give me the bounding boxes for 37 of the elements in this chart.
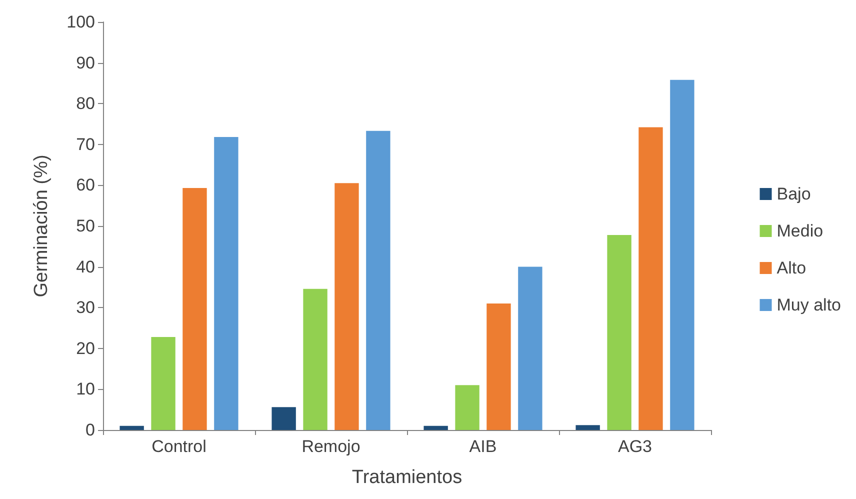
y-tick-label: 30 xyxy=(76,298,95,318)
x-tick-label: Remojo xyxy=(302,437,360,456)
y-tick-label: 40 xyxy=(76,257,95,276)
bar xyxy=(518,266,542,430)
bar xyxy=(214,137,238,430)
bar xyxy=(120,426,144,430)
bar xyxy=(576,425,600,430)
x-tick-label: AG3 xyxy=(618,437,652,456)
bar xyxy=(638,127,663,430)
y-tick-label: 50 xyxy=(76,216,95,236)
y-tick-label: 0 xyxy=(86,420,95,440)
y-tick-label: 10 xyxy=(76,380,95,399)
bar xyxy=(303,288,328,430)
y-tick-label: 20 xyxy=(76,338,95,358)
bar xyxy=(272,407,296,430)
bar xyxy=(366,130,390,430)
bar xyxy=(455,385,480,430)
legend-label: Medio xyxy=(776,222,824,240)
bar xyxy=(182,188,207,430)
legend-label: Alto xyxy=(776,258,806,278)
bar xyxy=(151,336,176,430)
y-tick-label: 60 xyxy=(76,176,95,195)
bar xyxy=(607,234,632,430)
x-axis-title: Tratamientos xyxy=(352,467,462,488)
y-tick-label: 70 xyxy=(76,134,95,154)
bar xyxy=(334,183,359,430)
y-tick-label: 80 xyxy=(76,94,95,114)
bar xyxy=(670,80,694,430)
y-tick-label: 100 xyxy=(66,12,95,32)
y-axis-title: Germinación (%) xyxy=(31,154,52,298)
bar xyxy=(424,426,448,430)
x-tick-label: AIB xyxy=(469,437,497,456)
x-tick-label: Control xyxy=(152,437,206,456)
legend-label: Muy alto xyxy=(776,296,841,314)
legend-label: Bajo xyxy=(776,184,811,204)
bar xyxy=(486,304,511,430)
y-tick-label: 90 xyxy=(76,53,95,72)
